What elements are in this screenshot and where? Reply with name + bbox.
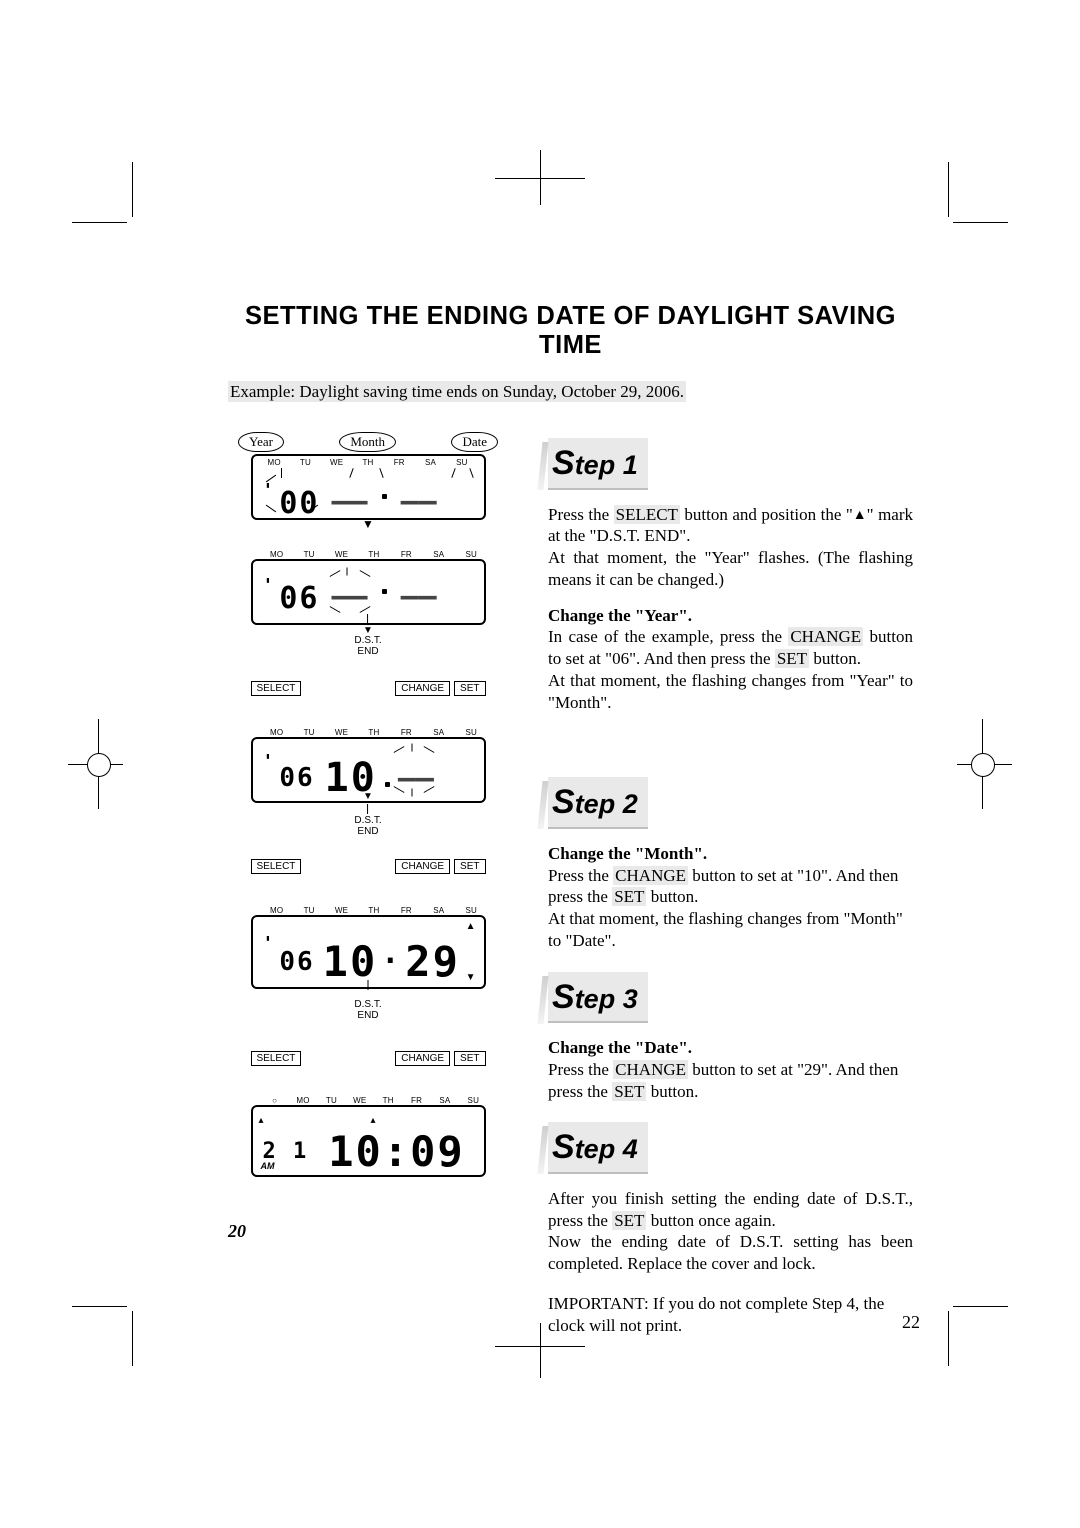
lcd4-year: 06 <box>279 947 314 977</box>
set-label: SET <box>612 1082 646 1101</box>
step-4-important: IMPORTANT: If you do not complete Step 4… <box>548 1293 913 1337</box>
step-2-heading: Step 2 <box>548 777 648 829</box>
crop-mark-left-center <box>68 719 128 809</box>
ampm-label: AM <box>261 1161 275 1171</box>
step-4-text: After you finish setting the ending date… <box>548 1188 913 1275</box>
step-1-heading: Step 1 <box>548 438 648 490</box>
bubble-month: Month <box>339 432 396 452</box>
lcd3-year: 06 <box>279 763 314 793</box>
set-label: SET <box>612 1211 646 1230</box>
crop-mark-bottom-left <box>72 1246 192 1366</box>
change-button[interactable]: CHANGE <box>395 1051 450 1066</box>
change-label: CHANGE <box>788 627 863 646</box>
lcd-panel-1: MOTUWETHFRSASU ' 00 –––– <box>251 454 486 520</box>
lcd1-year: 00 <box>279 486 319 520</box>
select-button[interactable]: SELECT <box>251 859 302 874</box>
bubble-row: Year Month Date <box>228 432 508 452</box>
up-arrow-icon: ▴ <box>259 1115 264 1126</box>
page-content: SETTING THE ENDING DATE OF DAYLIGHT SAVI… <box>228 302 913 1336</box>
set-button[interactable]: SET <box>454 859 485 874</box>
dst-end-label: D.S.T.END <box>354 636 381 657</box>
crop-mark-top-center <box>495 150 585 210</box>
select-label: SELECT <box>614 505 680 524</box>
dst-end-label: D.S.T.END <box>354 1000 381 1021</box>
step-1-text: Press the SELECT button and position the… <box>548 504 913 591</box>
down-arrow-icon: ▼ <box>466 972 476 983</box>
lcd4-date: 29 <box>405 937 460 986</box>
lcd-panel-3: MOTUWETHFRSASU ' 06 10 –– <box>251 726 486 874</box>
page-number-right: 22 <box>902 1312 920 1333</box>
step-3-text: Change the "Date". Press the CHANGE butt… <box>548 1037 913 1102</box>
days-row: MOTUWETHFRSASU <box>257 550 492 559</box>
days-row: MOTUWETHFRSASU <box>257 728 492 737</box>
page-title: SETTING THE ENDING DATE OF DAYLIGHT SAVI… <box>228 302 913 360</box>
step-2-text: Change the "Month". Press the CHANGE but… <box>548 843 913 952</box>
lcd-panel-5: ○MOTUWETHFRSASU ▴ ▴ 2 1 10:09 AM <box>251 1094 486 1177</box>
set-button[interactable]: SET <box>454 1051 485 1066</box>
days-row: ○MOTUWETHFRSASU <box>257 1096 492 1105</box>
step-4-heading: Step 4 <box>548 1122 648 1174</box>
set-label: SET <box>775 649 809 668</box>
bubble-year: Year <box>238 432 284 452</box>
lcd-panel-2: MOTUWETHFRSASU ' 06 –––– <box>251 546 486 696</box>
days-row: MOTUWETHFRSASU <box>257 906 492 915</box>
instructions-column: Step 1 Press the SELECT button and posit… <box>548 432 913 1336</box>
up-arrow-icon: ▴ <box>371 1115 376 1126</box>
lcd2-year: 06 <box>279 581 319 616</box>
change-button[interactable]: CHANGE <box>395 681 450 696</box>
lcd5-time: 10:09 <box>328 1127 464 1176</box>
bubble-date: Date <box>451 432 498 452</box>
dst-end-label: D.S.T.END <box>354 816 381 837</box>
example-text: Example: Daylight saving time ends on Su… <box>228 381 686 402</box>
up-arrow-icon: ▲ <box>466 921 476 932</box>
crop-mark-top-right <box>888 162 1008 282</box>
change-label: CHANGE <box>613 1060 688 1079</box>
step-1-change-year: Change the "Year". In case of the exampl… <box>548 605 913 714</box>
lcd4-month: 10 <box>323 937 378 986</box>
select-button[interactable]: SELECT <box>251 681 302 696</box>
step-3-heading: Step 3 <box>548 972 648 1024</box>
crop-mark-right-center <box>952 719 1012 809</box>
diagram-column: Year Month Date MOTUWETHFRSASU <box>228 432 508 1177</box>
page-number-left: 20 <box>228 1221 246 1242</box>
down-arrow-icon: ▼ <box>362 518 374 530</box>
days-row: MOTUWETHFRSASU <box>259 458 478 467</box>
change-button[interactable]: CHANGE <box>395 859 450 874</box>
change-label: CHANGE <box>613 866 688 885</box>
set-button[interactable]: SET <box>454 681 485 696</box>
down-arrow-icon: ▼ <box>363 791 373 802</box>
lcd-panel-4: MOTUWETHFRSASU ▲ ' 06 10 · 29 ▼ <box>251 904 486 1066</box>
select-button[interactable]: SELECT <box>251 1051 302 1066</box>
set-label: SET <box>612 887 646 906</box>
crop-mark-top-left <box>72 162 192 282</box>
